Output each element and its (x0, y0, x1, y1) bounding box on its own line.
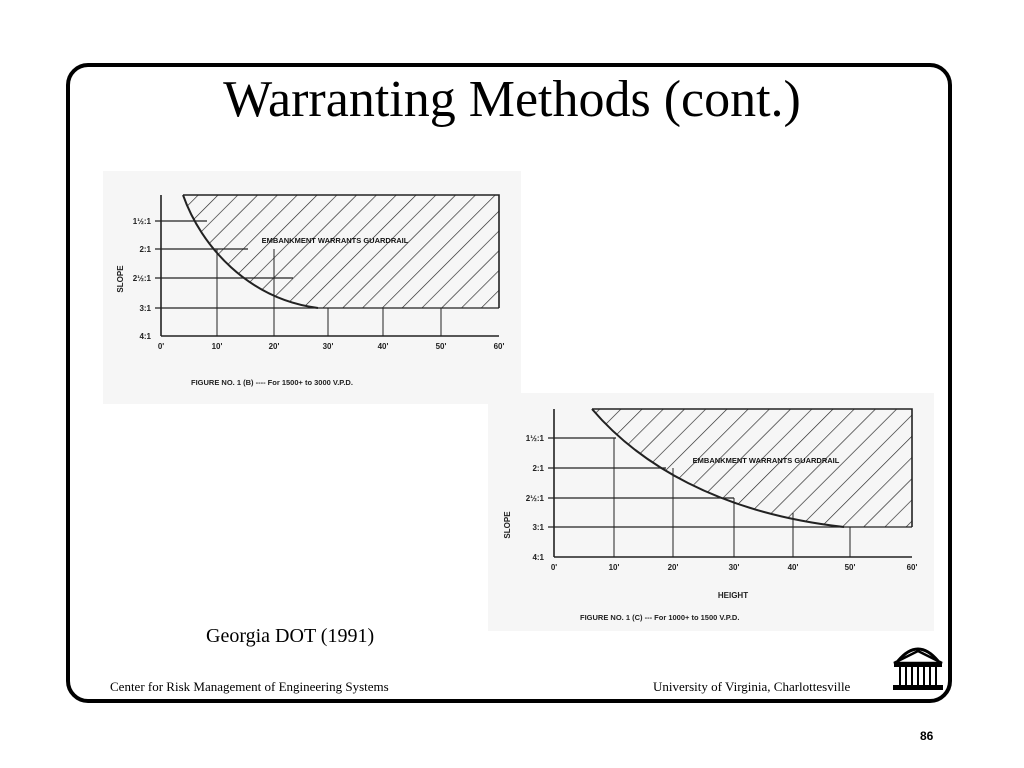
x-tick: 0' (158, 342, 164, 351)
y-tick: 3:1 (532, 523, 544, 532)
y-tick: 2½:1 (133, 274, 152, 283)
x-tick: 20' (668, 563, 679, 572)
figure-caption: FIGURE NO. 1 (C) --- For 1000+ to 1500 V… (580, 613, 739, 622)
rotunda-icon (890, 639, 946, 698)
x-tick: 40' (378, 342, 389, 351)
x-tick: 40' (788, 563, 799, 572)
x-tick: 10' (609, 563, 620, 572)
region-label: EMBANKMENT WARRANTS GUARDRAIL (693, 456, 840, 465)
figure-c-chart: 1½:1 2:1 2½:1 3:1 4:1 0' 10' 20' 30' 40'… (503, 408, 918, 622)
region-label: EMBANKMENT WARRANTS GUARDRAIL (262, 236, 409, 245)
x-tick: 60' (907, 563, 918, 572)
page-number: 86 (920, 729, 934, 743)
footer-right: University of Virginia, Charlottesville (653, 679, 851, 694)
x-tick: 50' (845, 563, 856, 572)
y-axis-label: SLOPE (116, 265, 125, 293)
warrant-curve (591, 408, 845, 528)
x-tick: 10' (212, 342, 223, 351)
y-tick: 3:1 (139, 304, 151, 313)
y-tick: 2:1 (532, 464, 544, 473)
region-border (183, 194, 500, 308)
slide-title: Warranting Methods (cont.) (223, 71, 801, 128)
footer-left: Center for Risk Management of Engineerin… (110, 679, 389, 694)
slide-frame (66, 63, 952, 703)
y-tick: 2:1 (139, 245, 151, 254)
warrant-region (183, 195, 499, 308)
region-border (592, 408, 913, 527)
y-tick: 1½:1 (133, 217, 152, 226)
figure-caption: FIGURE NO. 1 (B) ---- For 1500+ to 3000 … (191, 378, 353, 387)
x-tick: 30' (729, 563, 740, 572)
x-axis-label: HEIGHT (718, 591, 748, 600)
x-tick: 50' (436, 342, 447, 351)
y-axis-label: SLOPE (503, 511, 512, 539)
y-tick: 2½:1 (526, 494, 545, 503)
y-tick: 4:1 (532, 553, 544, 562)
x-tick: 0' (551, 563, 557, 572)
x-tick: 20' (269, 342, 280, 351)
figure-c: 1½:1 2:1 2½:1 3:1 4:1 0' 10' 20' 30' 40'… (488, 393, 934, 631)
warrant-region (592, 409, 912, 527)
figure-b-chart: 1½:1 2:1 2½:1 3:1 4:1 0' 10' 20' 30' 40'… (116, 194, 505, 387)
y-tick: 4:1 (139, 332, 151, 341)
x-tick: 60' (494, 342, 505, 351)
figure-b: 1½:1 2:1 2½:1 3:1 4:1 0' 10' 20' 30' 40'… (103, 171, 521, 404)
warrant-curve (182, 194, 319, 309)
y-tick: 1½:1 (526, 434, 545, 443)
source-caption: Georgia DOT (1991) (206, 625, 375, 647)
x-tick: 30' (323, 342, 334, 351)
